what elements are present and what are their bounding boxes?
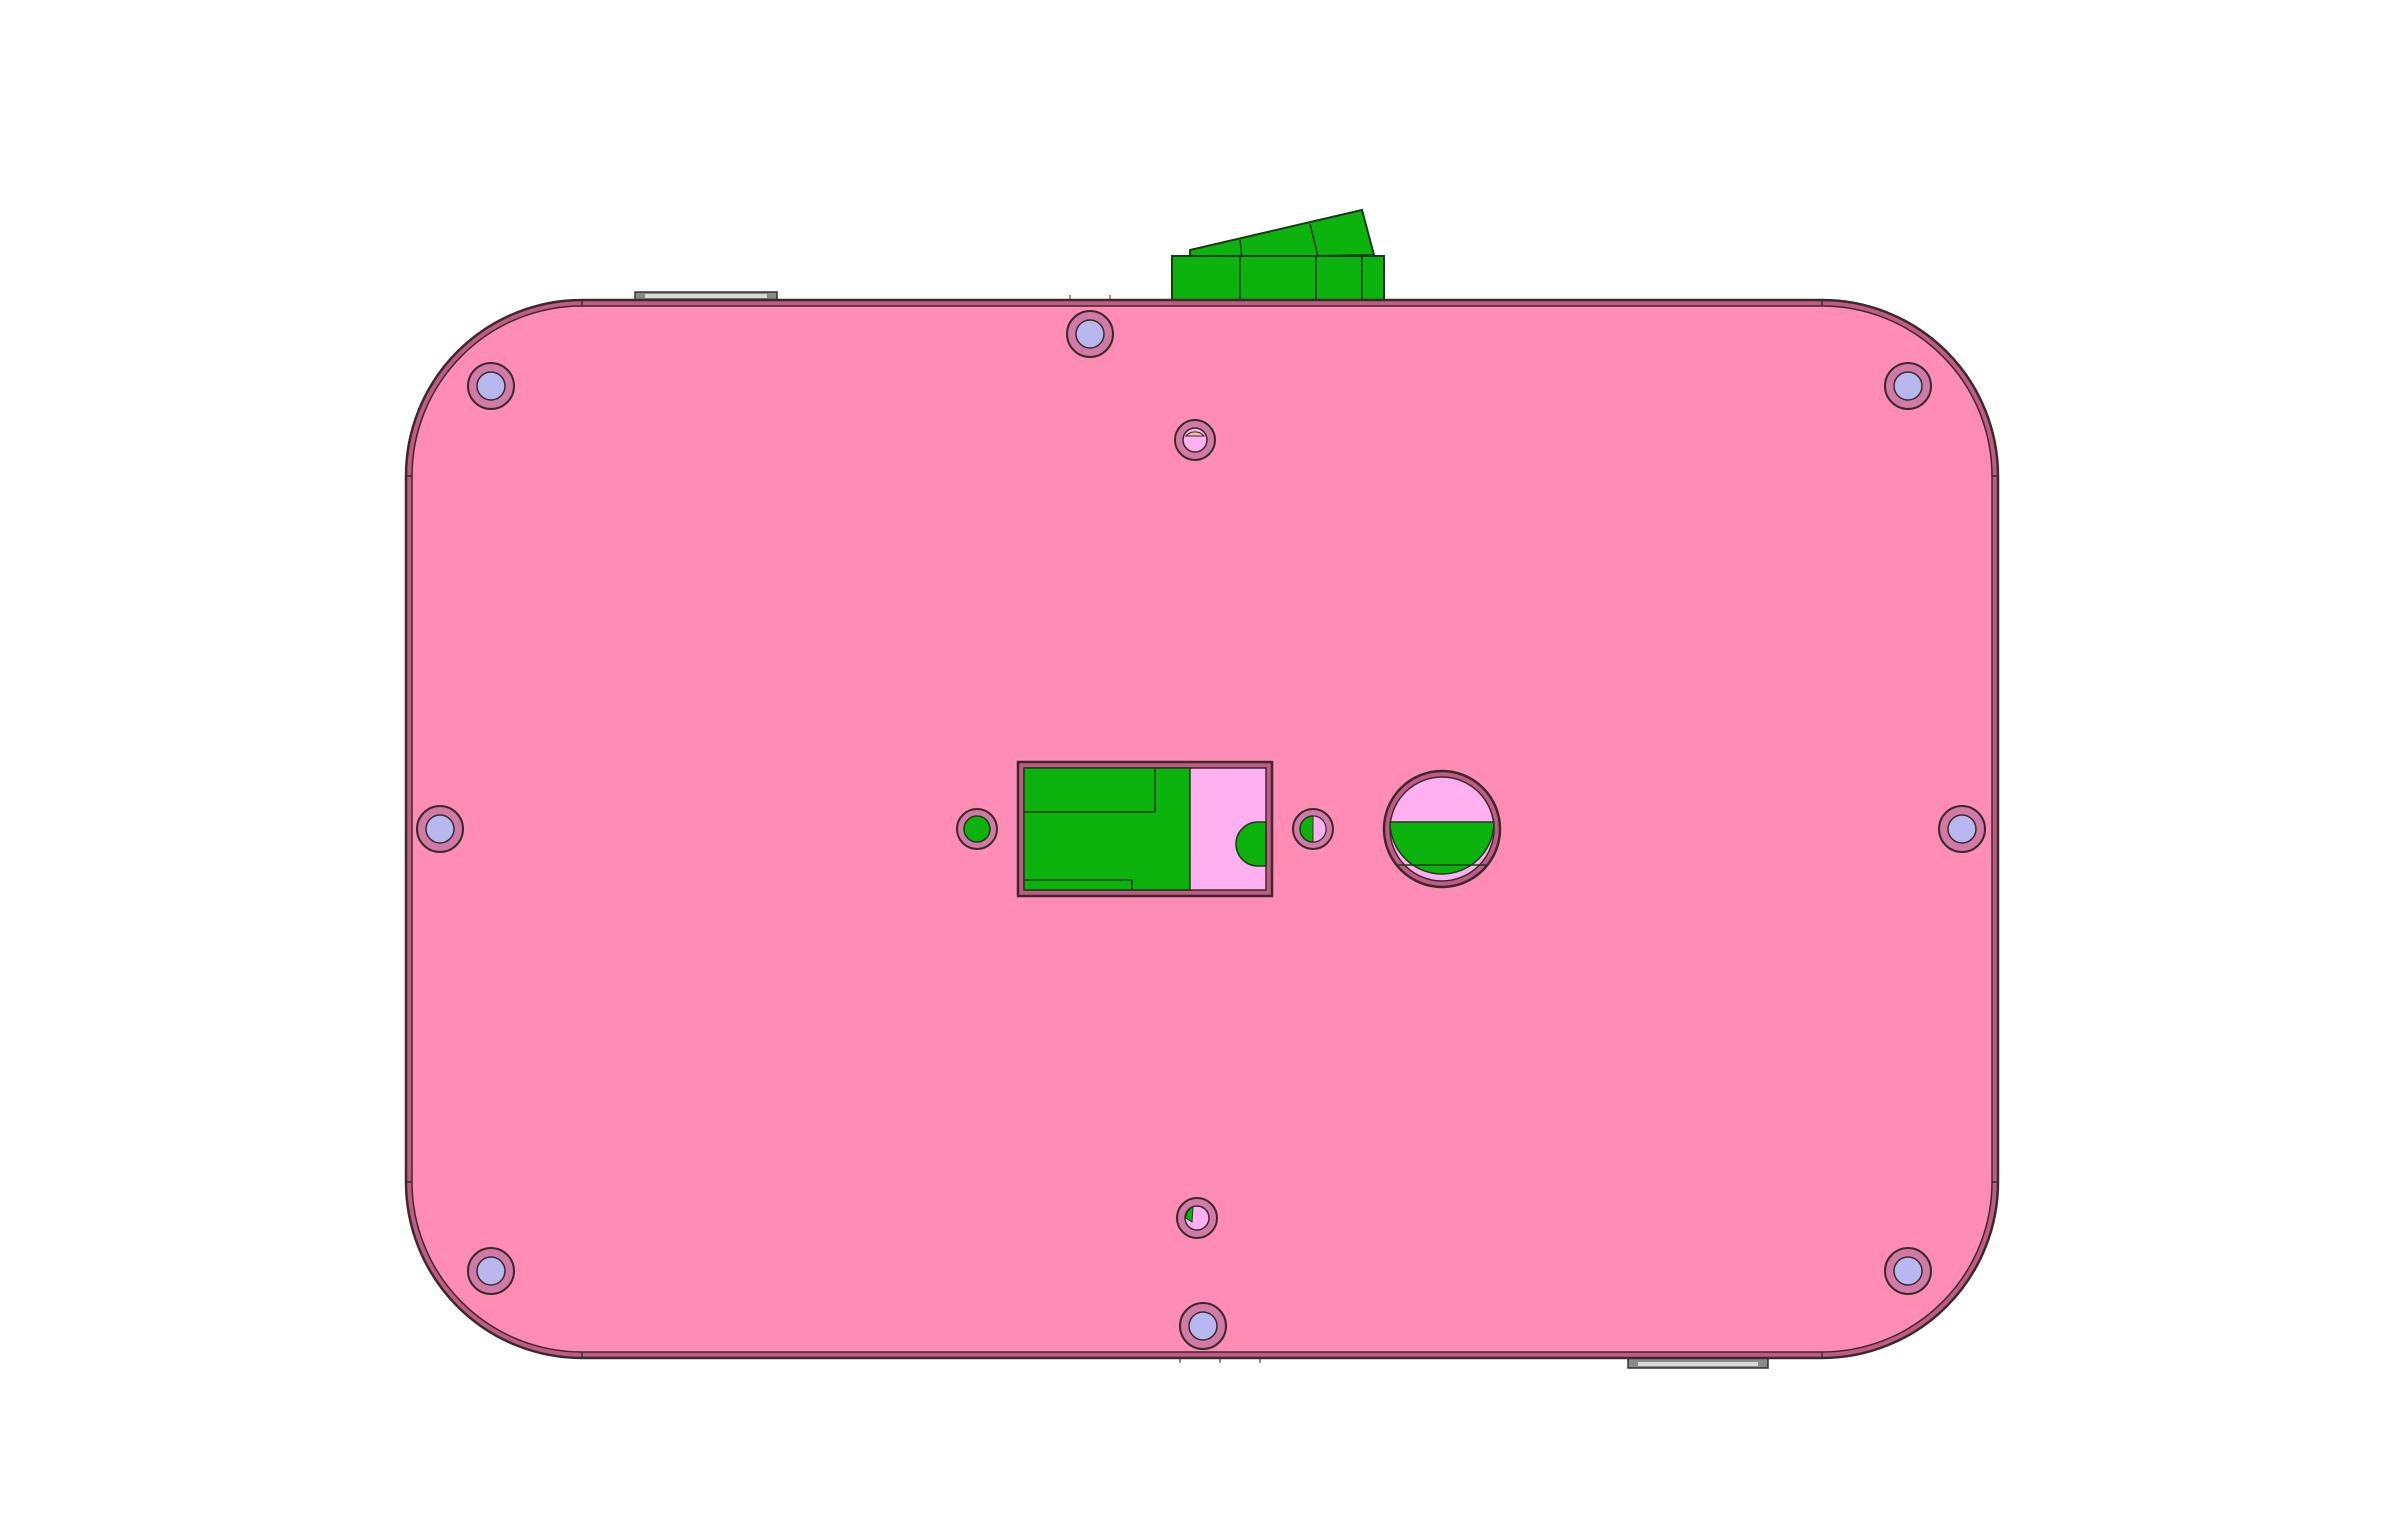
screw-top-right [1884, 362, 1932, 410]
round-port-cutout [1382, 769, 1502, 889]
toggle-switch [1171, 208, 1385, 301]
screw-mid-right [1938, 805, 1986, 853]
connector-left-hole [956, 808, 998, 850]
bottom-right-tab [1627, 1357, 1769, 1369]
screw-top-center [1066, 310, 1114, 358]
edge-ticks [406, 300, 1998, 1358]
screw-mid-left [416, 805, 464, 853]
bottom-small-hole [1176, 1197, 1218, 1239]
bottom-edge-ticks [1069, 295, 1261, 1363]
screw-top-left [467, 362, 515, 410]
connector-right-hole [1292, 808, 1334, 850]
screw-bottom-center [1179, 1302, 1227, 1350]
screw-bottom-left [467, 1247, 515, 1295]
mounting-screws [416, 310, 1986, 1350]
screw-bottom-right [1884, 1247, 1932, 1295]
top-small-hole [1174, 419, 1216, 461]
connector-cutout [1016, 760, 1274, 898]
